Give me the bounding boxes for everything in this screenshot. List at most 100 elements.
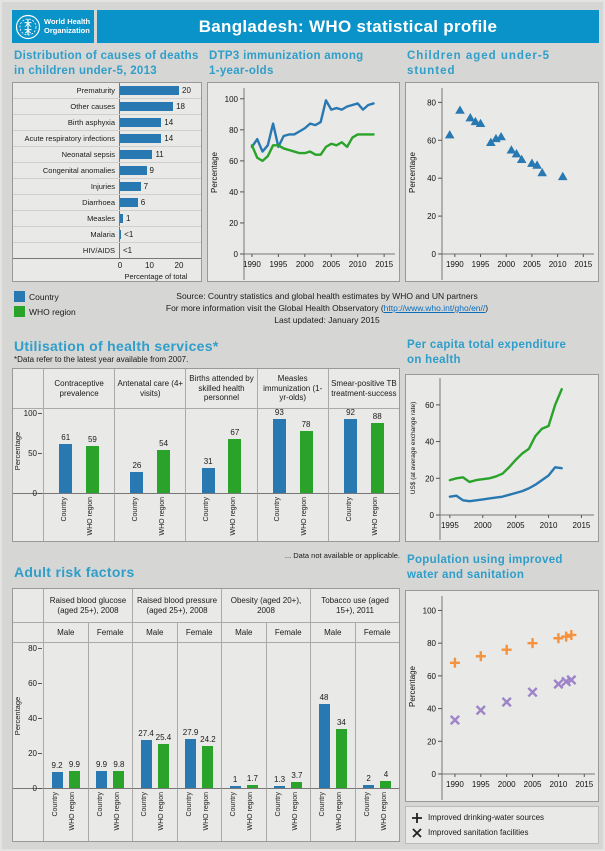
who-logo-text: World Health Organization (44, 17, 91, 35)
bar-group-labels: Country WHO region (327, 494, 399, 541)
who-logo: World Health Organization (12, 10, 94, 43)
bar-group: 1.3 3.7 (265, 643, 310, 789)
expenditure-title: Per capita total expenditure on health (407, 339, 567, 366)
bar-group-labels: Country WHO region (43, 494, 114, 541)
source-line3: Last updated: January 2015 (274, 315, 380, 325)
triangle-marker (511, 149, 522, 158)
water-legend-item-drinking: Improved drinking-water sources (411, 810, 593, 825)
legend-who-region-label: WHO region (29, 306, 76, 317)
x-tick-label: 2010 (550, 780, 568, 789)
causes-bar (120, 150, 153, 159)
y-tick-label: 60 (28, 679, 42, 688)
utilisation-subtitle: *Data refer to the latest year available… (14, 355, 189, 364)
y-tick-label: 20 (427, 212, 436, 221)
y-tick-dash (38, 753, 42, 754)
bar-value-label: 54 (159, 438, 169, 448)
bar-who-region (380, 781, 392, 788)
bar-country (344, 419, 358, 493)
triangle-marker (470, 116, 481, 126)
plus-marker (449, 657, 460, 668)
bar-value-label: 48 (319, 693, 329, 702)
bar-country (274, 785, 286, 788)
causes-value-label: 18 (176, 102, 185, 111)
bar-group-labels: Country WHO region (310, 789, 355, 841)
y-tick-value: 0 (32, 489, 37, 498)
causes-category-label: Diarrhoea (82, 198, 115, 207)
legend-country: Country (14, 289, 76, 304)
causes-value-label: 7 (143, 182, 149, 191)
bar-value-label: 1 (232, 775, 238, 785)
causes-category-label: Other causes (70, 102, 115, 111)
causes-axis-tick: 0 (117, 261, 123, 270)
causes-row: Measles 1 (13, 210, 201, 226)
y-tick-value: 100 (23, 409, 37, 418)
legend-country-label: Country (29, 291, 59, 302)
bar-value-label: 1.3 (274, 774, 286, 784)
plus-marker (501, 644, 512, 655)
water-title: Population using improved water and sanit… (407, 554, 563, 581)
gho-link[interactable]: http://www.who.int/gho/en// (383, 303, 486, 313)
series-who-region (448, 388, 563, 484)
y-tick-value: 0 (32, 784, 37, 793)
causes-row: Injuries 7 (13, 178, 201, 194)
series-improved-drinking-water-sources (449, 629, 577, 668)
bar-who-region (85, 445, 99, 493)
causes-value-label: 20 (182, 86, 191, 95)
x-tick-label: 2010 (349, 260, 367, 269)
y-tick-label: 20 (229, 219, 238, 228)
x-tick-label: 2005 (524, 780, 542, 789)
causes-value-label: <1 (123, 246, 133, 255)
bar-group-labels: Country WHO region (354, 789, 400, 841)
water-legend-item-sanitation: Improved sanitation facilities (411, 825, 593, 840)
causes-bar (120, 134, 162, 143)
y-tick-dash (38, 788, 42, 789)
source-line2: For more information visit the Global He… (165, 303, 489, 313)
utilisation-category-header: Contraceptive prevalence (43, 369, 115, 409)
x-label-country: Country (230, 792, 238, 817)
x-label-country: Country (345, 497, 353, 522)
bar-country (363, 784, 375, 788)
x-label-country: Country (141, 792, 149, 817)
bar-who-region (335, 728, 347, 788)
causes-category-label: Measles (87, 214, 115, 223)
bar-group: 92 88 (327, 408, 399, 494)
bar-value-label: 31 (203, 457, 213, 467)
bar-value-label: 92 (346, 408, 355, 418)
series-country (448, 466, 563, 503)
y-axis-label: Percentage (13, 696, 22, 735)
causes-value-label: 1 (125, 214, 131, 223)
causes-value-label: 9 (149, 166, 154, 175)
plus-marker (527, 638, 538, 649)
triangle-marker (455, 105, 465, 114)
x-tick-label: 2000 (497, 260, 515, 269)
x-tick-label: 1990 (446, 780, 464, 789)
risk-subcategory-header: Female (265, 623, 310, 643)
y-tick-label: 60 (427, 672, 436, 681)
causes-bar (120, 230, 122, 239)
country-swatch-icon (14, 291, 25, 302)
series-who-region (250, 133, 375, 163)
y-tick-label: 0 (33, 784, 42, 793)
bar-group: 27.9 24.2 (176, 643, 221, 789)
risk-subcategory-header: Male (43, 623, 88, 643)
risk-title: Adult risk factors (14, 564, 135, 580)
x-tick-label: 1995 (441, 521, 459, 530)
x-label-who-region: WHO region (158, 792, 166, 831)
triangle-marker (486, 137, 496, 146)
bar-group-labels: Country WHO region (176, 789, 222, 841)
bar-country (130, 472, 144, 493)
bar-group: 9.9 9.8 (87, 643, 132, 789)
causes-axis-tick: 10 (145, 261, 154, 270)
water-chart: 0 20 40 60 80 100 1990 1995 2000 2005 2010 2015 Perc… (405, 590, 599, 802)
triangle-marker (465, 113, 476, 122)
utilisation-title: Utilisation of health services* (14, 338, 219, 354)
expenditure-chart: 0 20 40 60 1995 2000 2005 2010 2015 US$ (at avera… (405, 374, 599, 542)
causes-value-label: 14 (164, 118, 174, 127)
bar-group: 93 78 (256, 408, 328, 494)
x-tick-label: 2015 (573, 521, 591, 530)
x-label-who-region: WHO region (229, 497, 237, 536)
x-label-who-region: WHO region (202, 792, 210, 831)
bar-value-label: 9.9 (68, 759, 80, 769)
bar-value-label: 3.7 (291, 770, 303, 780)
bar-who-region (228, 439, 242, 493)
